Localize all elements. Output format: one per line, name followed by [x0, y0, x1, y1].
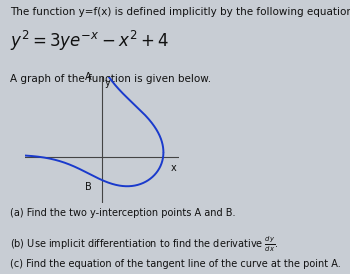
Text: The function y=f(x) is defined implicitly by the following equation.: The function y=f(x) is defined implicitl…: [10, 7, 350, 17]
Text: y: y: [105, 78, 110, 88]
Text: (b) Use implicit differentiation to find the derivative $\frac{dy}{dx}$.: (b) Use implicit differentiation to find…: [10, 234, 279, 254]
Text: x: x: [171, 163, 177, 173]
Text: $y^2 = 3ye^{-x} - x^2 + 4$: $y^2 = 3ye^{-x} - x^2 + 4$: [10, 29, 169, 53]
Text: A: A: [85, 72, 91, 82]
Text: A graph of the function is given below.: A graph of the function is given below.: [10, 74, 212, 84]
Text: (a) Find the two y-interception points A and B.: (a) Find the two y-interception points A…: [10, 208, 236, 218]
Text: B: B: [85, 182, 91, 192]
Text: (c) Find the equation of the tangent line of the curve at the point A.: (c) Find the equation of the tangent lin…: [10, 259, 341, 269]
